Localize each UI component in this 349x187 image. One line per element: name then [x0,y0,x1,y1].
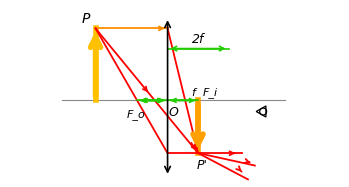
Text: f: f [191,88,195,98]
Text: F_i: F_i [202,87,217,98]
Text: P: P [82,12,90,26]
Text: 2f: 2f [192,33,204,46]
Text: P': P' [197,159,208,172]
Text: O: O [169,106,179,119]
Text: F_o: F_o [126,109,145,120]
